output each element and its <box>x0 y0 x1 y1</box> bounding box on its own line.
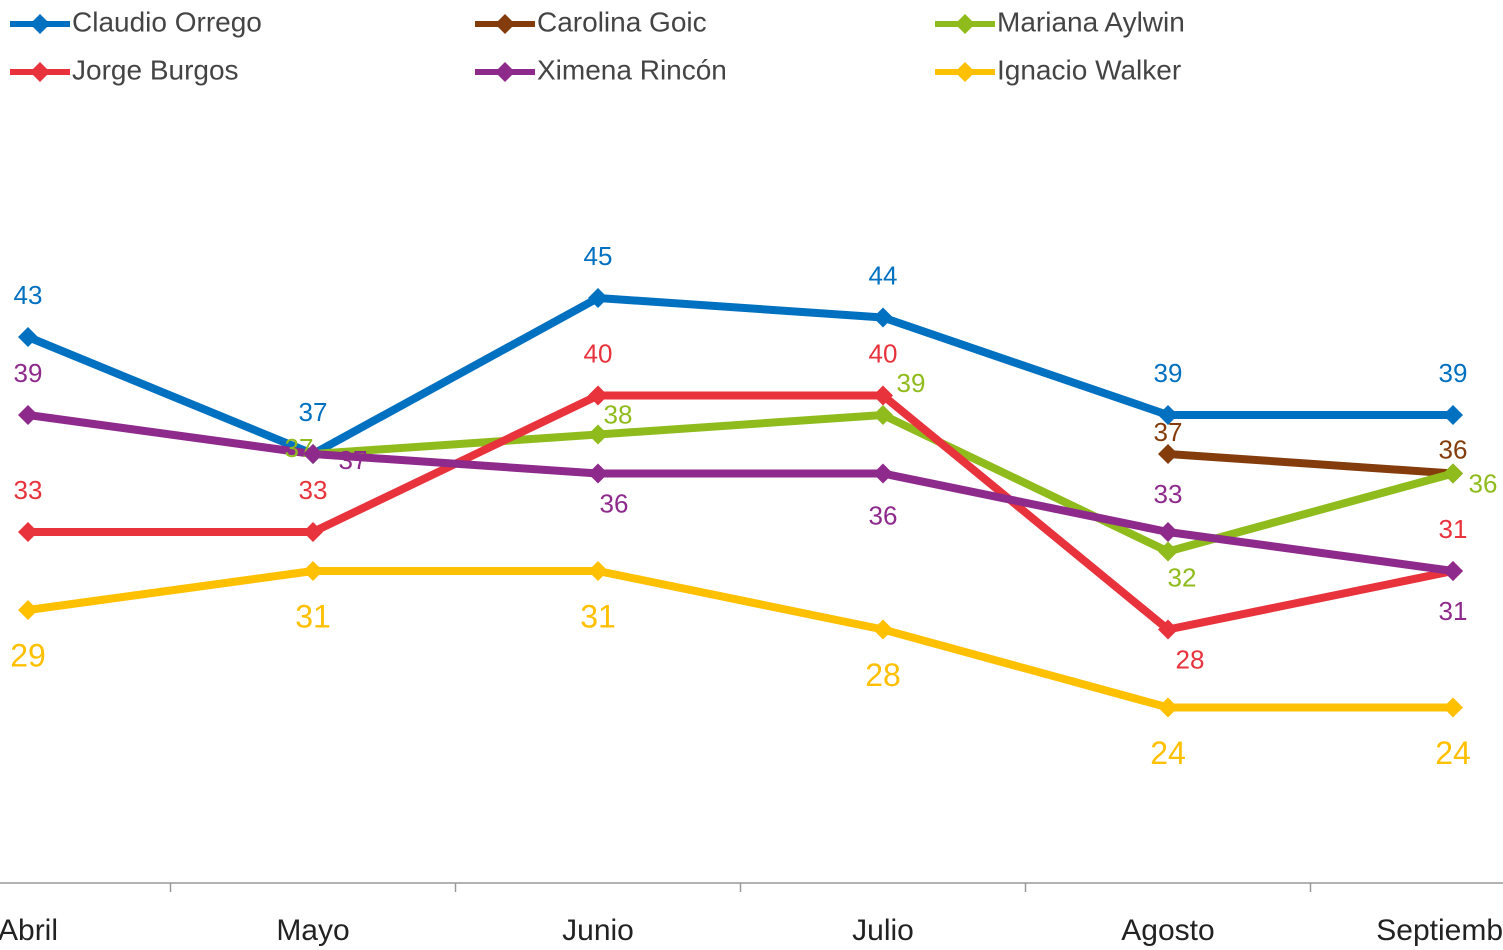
legend-label: Ximena Rincón <box>537 54 727 85</box>
point <box>1158 697 1178 718</box>
x-tick-label: Julio <box>852 914 914 947</box>
series-line <box>26 294 1453 458</box>
data-label: 28 <box>1176 644 1205 674</box>
point <box>18 405 38 425</box>
data-label: 33 <box>1154 479 1183 509</box>
marker <box>955 14 975 34</box>
series-line <box>27 411 1454 575</box>
point <box>588 385 608 406</box>
data-label: 36 <box>869 500 898 530</box>
marker <box>30 62 50 82</box>
x-tick-label: Agosto <box>1121 914 1214 947</box>
marker <box>955 62 975 82</box>
marker <box>495 62 515 82</box>
data-label: 39 <box>1154 358 1183 388</box>
point <box>873 385 893 406</box>
data-label: 37 <box>299 397 328 427</box>
point <box>303 561 323 581</box>
point <box>588 463 608 484</box>
point <box>1158 541 1178 562</box>
data-label: 33 <box>14 475 43 505</box>
legend-label: Mariana Aylwin <box>997 6 1185 37</box>
data-label: 24 <box>1150 735 1186 771</box>
data-label: 28 <box>865 657 901 693</box>
series-line <box>1167 450 1454 478</box>
legend-label: Jorge Burgos <box>72 54 239 85</box>
data-label: 31 <box>580 598 616 634</box>
legend-label: Ignacio Walker <box>997 54 1181 85</box>
point <box>588 424 608 445</box>
series-line <box>28 391 1454 634</box>
point <box>1443 463 1463 484</box>
data-label: 40 <box>869 338 898 368</box>
point <box>1443 697 1463 718</box>
data-label: 36 <box>1469 468 1498 498</box>
point <box>1158 444 1178 464</box>
point <box>588 288 608 308</box>
data-label: 43 <box>14 280 43 310</box>
point <box>588 561 608 581</box>
data-label: 39 <box>14 358 43 388</box>
point <box>18 600 38 620</box>
point <box>1158 619 1178 640</box>
data-label: 37 <box>339 445 368 475</box>
x-tick-label: Mayo <box>276 914 349 947</box>
point <box>303 522 323 542</box>
data-label: 38 <box>604 399 633 429</box>
data-label: 40 <box>584 338 613 368</box>
point <box>873 405 893 425</box>
series-line <box>27 567 1453 712</box>
data-label: 37 <box>1154 417 1183 447</box>
marker <box>495 14 515 34</box>
marker <box>30 14 50 34</box>
legend-label: Carolina Goic <box>537 6 707 37</box>
data-label: 32 <box>1168 562 1197 592</box>
data-label: 29 <box>10 637 46 673</box>
point <box>1158 405 1178 425</box>
point <box>18 327 38 347</box>
legend-label: Claudio Orrego <box>72 6 262 37</box>
point <box>303 444 323 464</box>
data-label: 31 <box>1439 596 1468 626</box>
point <box>1158 522 1178 542</box>
data-label: 33 <box>299 475 328 505</box>
data-label: 31 <box>295 598 331 634</box>
data-label: 39 <box>897 368 926 398</box>
data-label: 24 <box>1435 735 1471 771</box>
point <box>873 463 893 484</box>
x-tick-label: Septiembre <box>1376 914 1503 947</box>
data-label: 36 <box>1439 434 1468 464</box>
point <box>873 307 893 328</box>
data-label: 31 <box>1439 514 1468 544</box>
x-tick-label: Junio <box>562 914 634 947</box>
point <box>1443 561 1463 581</box>
point <box>18 522 38 542</box>
data-label: 44 <box>869 260 898 290</box>
data-label: 45 <box>584 241 613 271</box>
data-label: 36 <box>600 488 629 518</box>
point <box>1443 405 1463 425</box>
x-tick-label: Abril <box>0 914 58 947</box>
point <box>873 619 893 640</box>
data-label: 39 <box>1439 358 1468 388</box>
